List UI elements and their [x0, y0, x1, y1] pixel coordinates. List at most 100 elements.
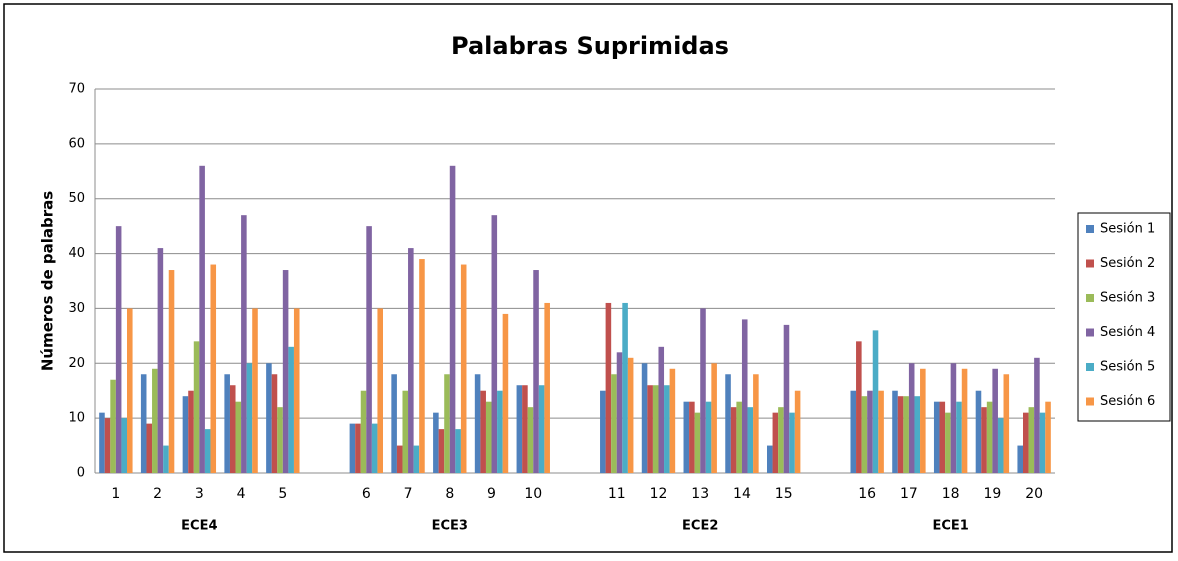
bar — [789, 412, 795, 473]
bar — [767, 445, 773, 473]
bar — [271, 374, 278, 473]
bar — [778, 407, 784, 473]
x-tick-label: 10 — [524, 486, 542, 502]
legend-swatch — [1086, 225, 1094, 233]
bar — [694, 412, 701, 473]
bar — [433, 412, 439, 473]
legend-box — [1077, 212, 1171, 422]
bar — [293, 308, 300, 473]
bar — [349, 423, 356, 473]
bar — [975, 390, 982, 473]
legend-swatch — [1086, 328, 1094, 337]
bar — [455, 429, 461, 473]
bar — [474, 374, 481, 473]
bar — [903, 396, 909, 473]
bar — [99, 412, 105, 473]
x-tick-label: 18 — [942, 486, 960, 502]
x-tick-label: 3 — [195, 486, 204, 502]
bar — [1028, 407, 1035, 473]
bar — [104, 418, 111, 473]
bar — [110, 379, 116, 473]
x-tick-label: 2 — [153, 486, 162, 502]
y-tick-label: 70 — [68, 82, 85, 97]
bar — [527, 407, 534, 473]
bar — [204, 429, 211, 473]
y-tick-label: 0 — [77, 466, 85, 481]
x-tick-label: 5 — [278, 486, 287, 502]
bar — [878, 390, 884, 473]
bar — [480, 390, 486, 473]
bar — [121, 418, 127, 473]
x-tick-label: 1 — [111, 486, 120, 502]
bar — [235, 401, 242, 473]
y-axis-label: Números de palabras — [39, 191, 57, 371]
bar — [986, 401, 993, 473]
bar — [413, 445, 420, 473]
x-tick-label: 8 — [445, 486, 454, 502]
x-tick-label: 20 — [1025, 486, 1043, 502]
bar — [449, 165, 456, 474]
bar — [872, 330, 879, 473]
legend-swatch — [1086, 259, 1094, 268]
bar — [772, 412, 779, 473]
y-tick-label: 60 — [68, 136, 85, 151]
bar — [1003, 374, 1010, 473]
bar — [444, 374, 450, 473]
bar — [920, 368, 926, 473]
x-tick-label: 13 — [691, 486, 709, 502]
bar — [669, 368, 676, 473]
legend-label: Sesión 2 — [1100, 256, 1155, 271]
bar — [725, 374, 731, 473]
bar — [1039, 412, 1046, 473]
bar — [355, 423, 361, 473]
bar — [460, 264, 467, 473]
bar — [544, 302, 550, 473]
bar — [402, 390, 409, 473]
bar — [140, 374, 147, 473]
bar — [288, 346, 294, 473]
bar — [700, 308, 706, 473]
bar — [502, 313, 509, 473]
bar — [850, 390, 857, 473]
bar — [396, 445, 403, 473]
bar — [647, 385, 653, 473]
y-tick-label: 20 — [68, 356, 85, 371]
bar — [1023, 412, 1029, 473]
bar — [867, 390, 873, 473]
bar — [485, 401, 492, 473]
bar — [1017, 445, 1023, 473]
bar — [892, 390, 898, 473]
legend-label: Sesión 1 — [1100, 222, 1155, 237]
bar — [658, 346, 665, 473]
bar — [736, 401, 742, 473]
bar — [783, 324, 790, 473]
bar — [252, 308, 258, 473]
group-label: ECE4 — [181, 519, 217, 534]
bar — [741, 319, 748, 473]
bar — [705, 401, 712, 473]
bar — [961, 368, 968, 473]
bar — [391, 374, 397, 473]
bar — [538, 385, 545, 473]
bar — [229, 385, 236, 473]
bar — [689, 401, 695, 473]
bar — [516, 385, 523, 473]
bar — [622, 302, 628, 473]
bar — [224, 374, 230, 473]
chart-title: Palabras Suprimidas — [451, 32, 729, 60]
bar — [152, 368, 158, 473]
legend-swatch — [1086, 397, 1094, 406]
bar — [533, 270, 539, 473]
bar — [241, 215, 247, 473]
bar — [497, 390, 503, 473]
bar — [747, 407, 754, 473]
bar — [683, 401, 690, 473]
bar — [360, 390, 367, 473]
bar — [861, 396, 868, 473]
bar — [199, 165, 205, 474]
legend-swatch — [1086, 363, 1094, 371]
bar — [522, 385, 528, 473]
bar — [377, 308, 383, 473]
group-label: ECE3 — [432, 519, 468, 534]
bar — [933, 401, 940, 473]
